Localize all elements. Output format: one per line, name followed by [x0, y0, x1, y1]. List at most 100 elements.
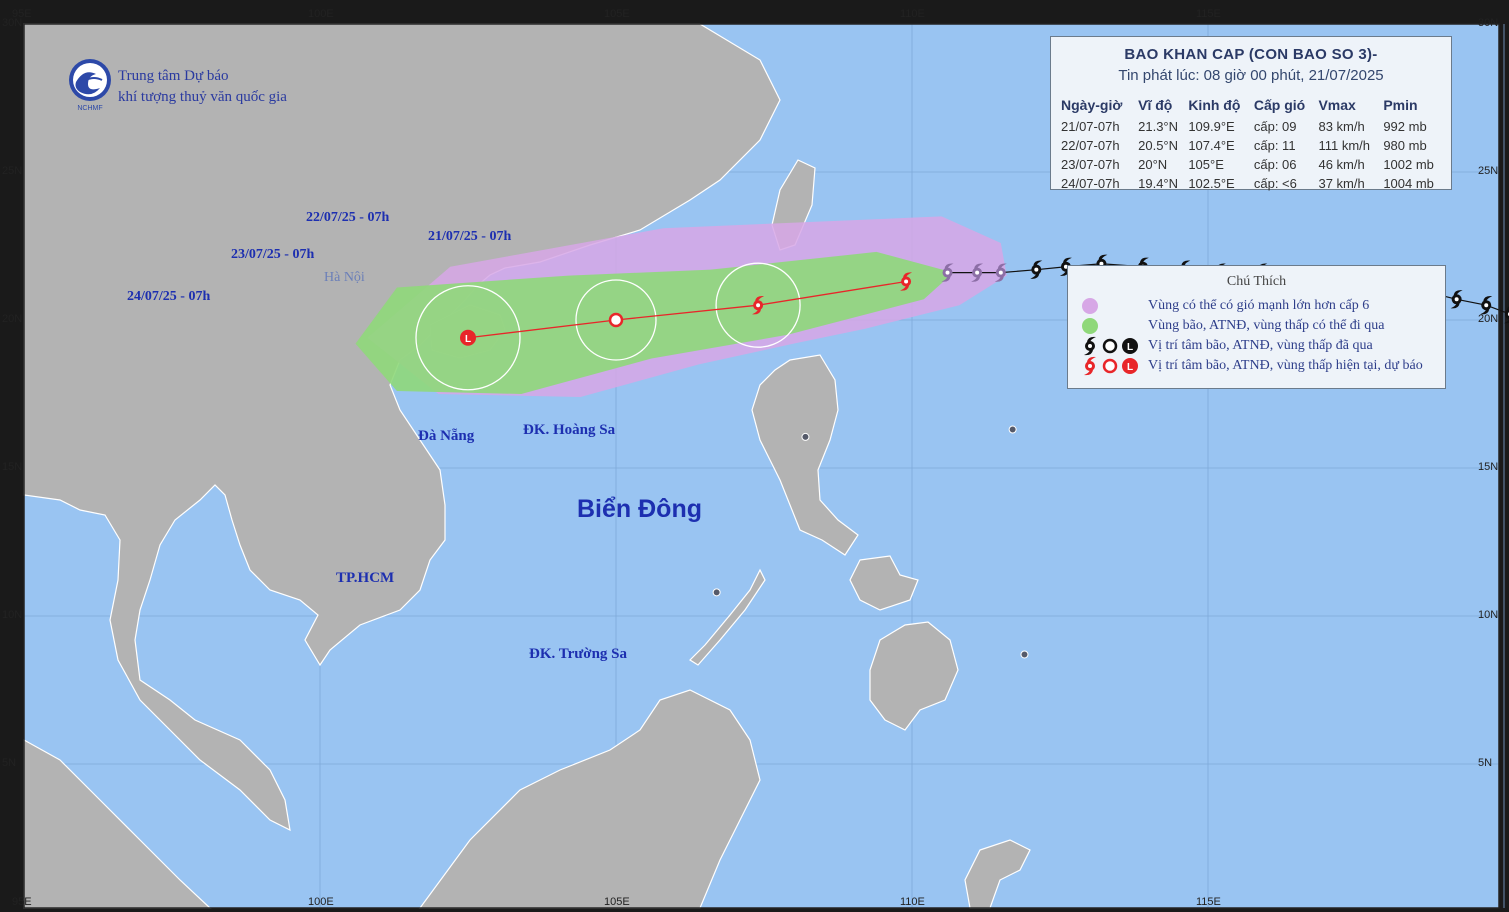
palawan-island — [689, 568, 766, 666]
cell-lat: 21.3°N — [1138, 119, 1179, 134]
legend-storm-symbol — [1084, 336, 1096, 356]
col-vmax: Vmax — [1318, 97, 1356, 113]
past-point-0 — [941, 263, 954, 282]
forecast-point-0 — [900, 272, 913, 291]
cell-lon: 107.4°E — [1188, 138, 1235, 153]
cell-time: 21/07-07h — [1061, 119, 1120, 134]
storm-zones — [355, 216, 1007, 397]
forecast-point-2 — [608, 312, 624, 328]
label-truongsa: ĐK. Trường Sa — [529, 646, 628, 662]
sulawesi-island — [964, 839, 1031, 909]
cell-lon: 102.5°E — [1188, 176, 1235, 191]
col-lat: Vĩ độ — [1138, 97, 1173, 113]
lat-tick-left: 30N — [2, 17, 23, 29]
lat-tick-left: 5N — [2, 757, 17, 769]
label-hcm: TP.HCM — [336, 570, 395, 586]
legend-text: Vùng bão, ATNĐ, vùng thấp có thể đi qua — [1148, 318, 1385, 333]
lat-tick-left: 10N — [2, 609, 23, 621]
nchmf-logo: NCHMF — [66, 58, 114, 112]
cell-level: cấp: 09 — [1253, 119, 1297, 134]
cell-vmax: 46 km/h — [1318, 157, 1365, 172]
table-row: 21/07-07h 21.3°N 109.9°E cấp: 09 83 km/h… — [1061, 117, 1447, 136]
legend-box: Chú Thích Vùng có thể có gió mạnh lớn hơ… — [1067, 265, 1446, 389]
cell-pmin: 1004 mb — [1383, 176, 1434, 191]
lon-tick-bottom: 115E — [1196, 896, 1221, 908]
org-line-2: khí tượng thuỷ văn quốc gia — [118, 89, 287, 105]
cell-time: 23/07-07h — [1061, 157, 1120, 172]
cell-level: cấp: 06 — [1253, 157, 1297, 172]
uncertainty-circle-1 — [715, 262, 801, 348]
forecast-label-24: 24/07/25 - 07h — [127, 289, 211, 304]
visayas-islands — [849, 555, 919, 611]
forecast-point-3: L — [460, 329, 476, 346]
past-symbols-icon: L — [1084, 336, 1138, 356]
lat-tick-right: 10N — [1478, 609, 1499, 621]
table-row: 24/07-07h 19.4°N 102.5°E cấp: <6 37 km/h… — [1061, 174, 1447, 193]
past-point-2 — [994, 263, 1007, 282]
label-hoangsa: ĐK. Hoàng Sa — [523, 422, 616, 438]
lon-tick-bottom: 105E — [604, 896, 630, 908]
luzon-island — [751, 354, 859, 556]
cell-lon: 109.9°E — [1188, 119, 1235, 134]
lat-tick-right: 25N — [1478, 165, 1499, 177]
cone-area — [355, 251, 954, 394]
past-point-1 — [971, 263, 984, 282]
table-row: 22/07-07h 20.5°N 107.4°E cấp: 11 111 km/… — [1061, 136, 1447, 155]
hoangsa-dot — [1008, 425, 1017, 434]
lon-tick-top: 110E — [900, 8, 925, 20]
purple-zone-swatch — [1082, 298, 1098, 314]
legend-item-cone: Vùng bão, ATNĐ, vùng thấp có thể đi qua — [1078, 316, 1384, 336]
lat-tick-left: 20N — [2, 313, 23, 325]
lat-tick-right: 20N — [1478, 313, 1499, 325]
forecast-label-22: 22/07/25 - 07h — [306, 210, 390, 225]
lon-tick-bottom: 100E — [308, 896, 334, 908]
forecast-track-line — [467, 280, 907, 339]
cell-vmax: 83 km/h — [1318, 119, 1365, 134]
lat-tick-right: 15N — [1478, 461, 1499, 473]
label-sea: Biển Đông — [577, 495, 702, 523]
map-frame — [23, 23, 1500, 909]
col-level: Cấp gió — [1253, 97, 1306, 113]
uncertainty-circle-3 — [415, 285, 521, 391]
cell-lat: 19.4°N — [1138, 176, 1179, 191]
past-point-14 — [1480, 296, 1493, 315]
cell-vmax: 37 km/h — [1318, 176, 1365, 191]
legend-ring-symbol — [1102, 338, 1118, 354]
forecast-point-1 — [752, 296, 765, 315]
col-lon: Kinh độ — [1188, 97, 1241, 113]
legend-text: Vị trí tâm bão, ATNĐ, vùng thấp hiện tại… — [1148, 358, 1423, 373]
lon-tick-top: 100E — [308, 8, 334, 20]
lon-tick-top: 105E — [604, 8, 630, 20]
label-hanoi: Hà Nội — [324, 270, 365, 285]
org-name: Trung tâm Dự báo khí tượng thuỷ văn quốc… — [118, 66, 287, 108]
table-row: 23/07-07h 20°N 105°E cấp: 06 46 km/h 100… — [1061, 155, 1447, 174]
bulletin-box: BAO KHAN CAP (CON BAO SO 3)- Tin phát lú… — [1050, 36, 1452, 193]
legend-low-symbol: L — [1122, 358, 1138, 374]
lat-tick-left: 15N — [2, 461, 23, 473]
legend-item-past: L Vị trí tâm bão, ATNĐ, vùng thấp đã qua — [1078, 336, 1373, 356]
borneo-island — [418, 689, 761, 909]
green-zone-swatch — [1082, 318, 1098, 334]
truongsa-dot — [1020, 650, 1029, 659]
danang-dot — [801, 432, 810, 441]
hcm-dot — [712, 588, 721, 597]
past-point-3 — [1030, 260, 1043, 279]
forecast-symbols-icon: L — [1084, 356, 1138, 376]
legend-item-wind-zone: Vùng có thể có gió mạnh lớn hơn cấp 6 — [1078, 296, 1369, 316]
cell-level: cấp: 11 — [1253, 138, 1296, 153]
bulletin-title: BAO KHAN CAP (CON BAO SO 3)- — [1124, 46, 1378, 63]
legend-low-symbol: L — [1122, 338, 1138, 354]
cell-lon: 105°E — [1188, 157, 1224, 172]
legend-text: Vị trí tâm bão, ATNĐ, vùng thấp đã qua — [1148, 338, 1373, 353]
cell-level: cấp: <6 — [1253, 176, 1297, 191]
city-markers — [712, 425, 1029, 659]
lat-tick-right: 30N — [1478, 17, 1499, 29]
lon-tick-bottom: 110E — [900, 896, 925, 908]
lat-tick-right: 5N — [1478, 757, 1493, 769]
cell-pmin: 980 mb — [1383, 138, 1427, 153]
lat-tick-left: 25N — [2, 165, 23, 177]
label-danang: Đà Nẵng — [418, 428, 475, 444]
logo-text: NCHMF — [77, 105, 102, 112]
forecast-label-23: 23/07/25 - 07h — [231, 247, 315, 262]
cell-time: 24/07-07h — [1061, 176, 1120, 191]
